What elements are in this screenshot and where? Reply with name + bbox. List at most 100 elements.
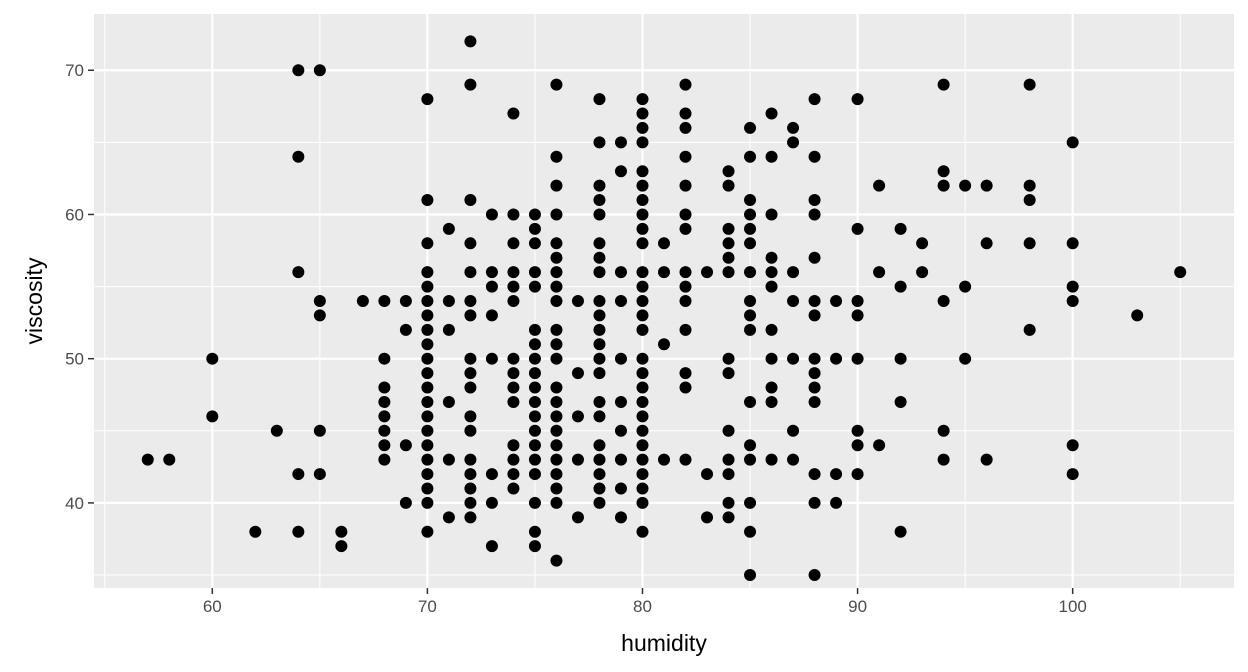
data-point: [464, 468, 477, 481]
data-point: [378, 424, 391, 437]
data-point: [378, 295, 391, 307]
data-point: [141, 453, 154, 466]
data-point: [787, 352, 800, 365]
data-point: [550, 237, 563, 250]
data-point: [679, 266, 692, 279]
data-point: [313, 468, 326, 481]
data-point: [808, 367, 821, 380]
data-point: [894, 280, 907, 293]
data-point: [550, 150, 563, 163]
data-point: [744, 150, 757, 163]
data-point: [593, 251, 606, 264]
data-point: [335, 540, 348, 553]
data-point: [701, 468, 714, 481]
data-point: [636, 424, 649, 437]
data-point: [980, 453, 993, 466]
data-point: [894, 352, 907, 365]
data-point: [679, 78, 692, 91]
data-point: [894, 395, 907, 408]
data-point: [593, 208, 606, 221]
data-point: [1023, 179, 1036, 192]
data-point: [744, 569, 757, 582]
data-point: [485, 540, 498, 553]
data-point: [808, 381, 821, 394]
data-point: [1066, 295, 1079, 307]
data-point: [744, 266, 757, 279]
data-point: [636, 179, 649, 192]
data-point: [830, 468, 843, 481]
data-point: [593, 295, 606, 307]
data-point: [808, 395, 821, 408]
data-point: [507, 266, 520, 279]
data-point: [636, 295, 649, 307]
data-point: [744, 496, 757, 509]
data-point: [442, 295, 455, 307]
data-point: [765, 395, 778, 408]
data-point: [507, 208, 520, 221]
data-point: [636, 136, 649, 149]
data-point: [744, 439, 757, 452]
data-point: [679, 121, 692, 134]
data-point: [528, 381, 541, 394]
data-point: [722, 424, 735, 437]
data-point: [313, 64, 326, 77]
data-point: [507, 381, 520, 394]
data-point: [679, 150, 692, 163]
data-point: [636, 280, 649, 293]
data-point: [744, 237, 757, 250]
data-point: [464, 35, 477, 48]
data-point: [744, 194, 757, 207]
data-point: [399, 439, 412, 452]
data-point: [614, 295, 627, 307]
data-point: [507, 367, 520, 380]
data-point: [206, 410, 219, 423]
data-point: [464, 482, 477, 495]
data-point: [550, 338, 563, 351]
data-point: [1066, 439, 1079, 452]
data-point: [679, 453, 692, 466]
data-point: [571, 410, 584, 423]
data-point: [808, 208, 821, 221]
data-point: [464, 295, 477, 307]
data-point: [744, 323, 757, 336]
data-point: [679, 179, 692, 192]
data-point: [464, 194, 477, 207]
data-point: [550, 395, 563, 408]
data-point: [593, 395, 606, 408]
data-point: [658, 338, 670, 351]
data-point: [787, 136, 800, 149]
data-point: [614, 511, 627, 524]
data-point: [701, 266, 714, 279]
data-point: [765, 251, 778, 264]
data-point: [421, 439, 434, 452]
x-axis-title: humidity: [621, 630, 707, 656]
data-point: [851, 222, 864, 235]
data-point: [292, 64, 305, 77]
data-point: [528, 525, 541, 538]
data-point: [464, 352, 477, 365]
data-point: [528, 439, 541, 452]
data-point: [808, 309, 821, 322]
data-point: [421, 453, 434, 466]
data-point: [464, 496, 477, 509]
data-point: [830, 295, 843, 307]
data-point: [722, 266, 735, 279]
data-point: [658, 237, 670, 250]
data-point: [421, 323, 434, 336]
data-point: [593, 439, 606, 452]
data-point: [528, 222, 541, 235]
data-point: [528, 453, 541, 466]
data-point: [485, 280, 498, 293]
data-point: [421, 424, 434, 437]
data-point: [1023, 237, 1036, 250]
data-point: [636, 93, 649, 106]
data-point: [550, 554, 563, 567]
data-point: [765, 266, 778, 279]
data-point: [528, 266, 541, 279]
data-point: [851, 468, 864, 481]
data-point: [614, 266, 627, 279]
data-point: [851, 439, 864, 452]
data-point: [765, 323, 778, 336]
data-point: [636, 194, 649, 207]
data-point: [614, 453, 627, 466]
